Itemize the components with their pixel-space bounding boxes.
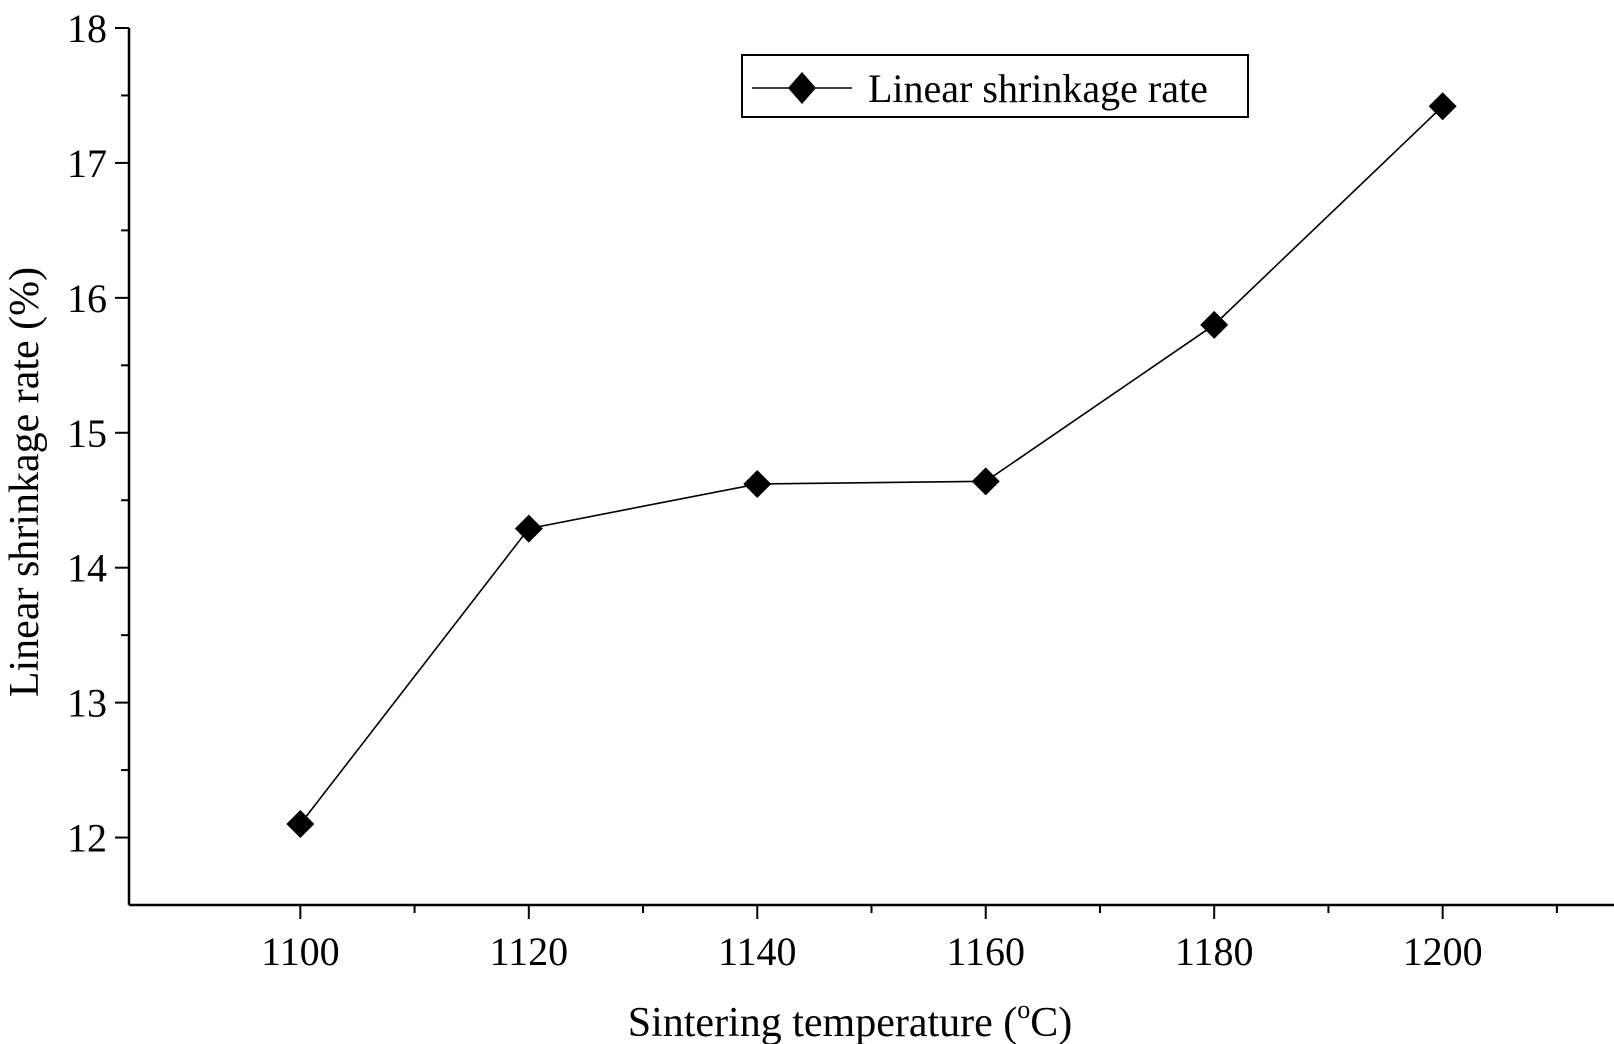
series-line bbox=[299, 105, 1444, 825]
data-point-diamond bbox=[1428, 92, 1457, 121]
y-tick-label: 18 bbox=[67, 6, 107, 51]
legend-label: Linear shrinkage rate bbox=[868, 66, 1208, 111]
y-tick-labels: 12 13 14 15 16 17 18 bbox=[67, 6, 107, 861]
y-tick-label: 13 bbox=[67, 681, 107, 726]
x-tick-label: 1140 bbox=[718, 929, 797, 974]
x-axis-title-main: Sintering temperature ( bbox=[628, 1000, 1018, 1044]
x-tick-label: 1160 bbox=[946, 929, 1025, 974]
axes bbox=[127, 28, 1614, 907]
y-tick-label: 16 bbox=[67, 276, 107, 321]
x-tick-label: 1200 bbox=[1403, 929, 1483, 974]
x-axis-title: Sintering temperature (oC) bbox=[628, 995, 1073, 1044]
x-tick-label: 1120 bbox=[490, 929, 569, 974]
tick-marks bbox=[115, 27, 1558, 919]
y-tick-label: 14 bbox=[67, 546, 107, 591]
x-axis-title-end: C) bbox=[1030, 1000, 1072, 1044]
y-tick-label: 15 bbox=[67, 411, 107, 456]
data-point-diamond bbox=[514, 514, 543, 543]
series-group bbox=[286, 92, 1457, 839]
x-tick-labels: 1100 1120 1140 1160 1180 1200 bbox=[261, 929, 1483, 974]
y-tick-label: 12 bbox=[67, 816, 107, 861]
x-tick-label: 1100 bbox=[261, 929, 340, 974]
legend-diamond-marker bbox=[788, 72, 816, 104]
legend-box bbox=[741, 54, 1249, 118]
data-point-diamond bbox=[1200, 310, 1229, 339]
data-point-diamond bbox=[743, 470, 772, 499]
y-axis-title: Linear shrinkage rate (%) bbox=[2, 267, 48, 697]
x-tick-label: 1180 bbox=[1175, 929, 1254, 974]
legend: Linear shrinkage rate bbox=[741, 54, 1249, 118]
x-axis-title-superscript: o bbox=[1017, 995, 1030, 1024]
data-point-diamond bbox=[286, 810, 315, 839]
data-point-diamond bbox=[971, 467, 1000, 496]
y-tick-label: 17 bbox=[67, 141, 107, 186]
